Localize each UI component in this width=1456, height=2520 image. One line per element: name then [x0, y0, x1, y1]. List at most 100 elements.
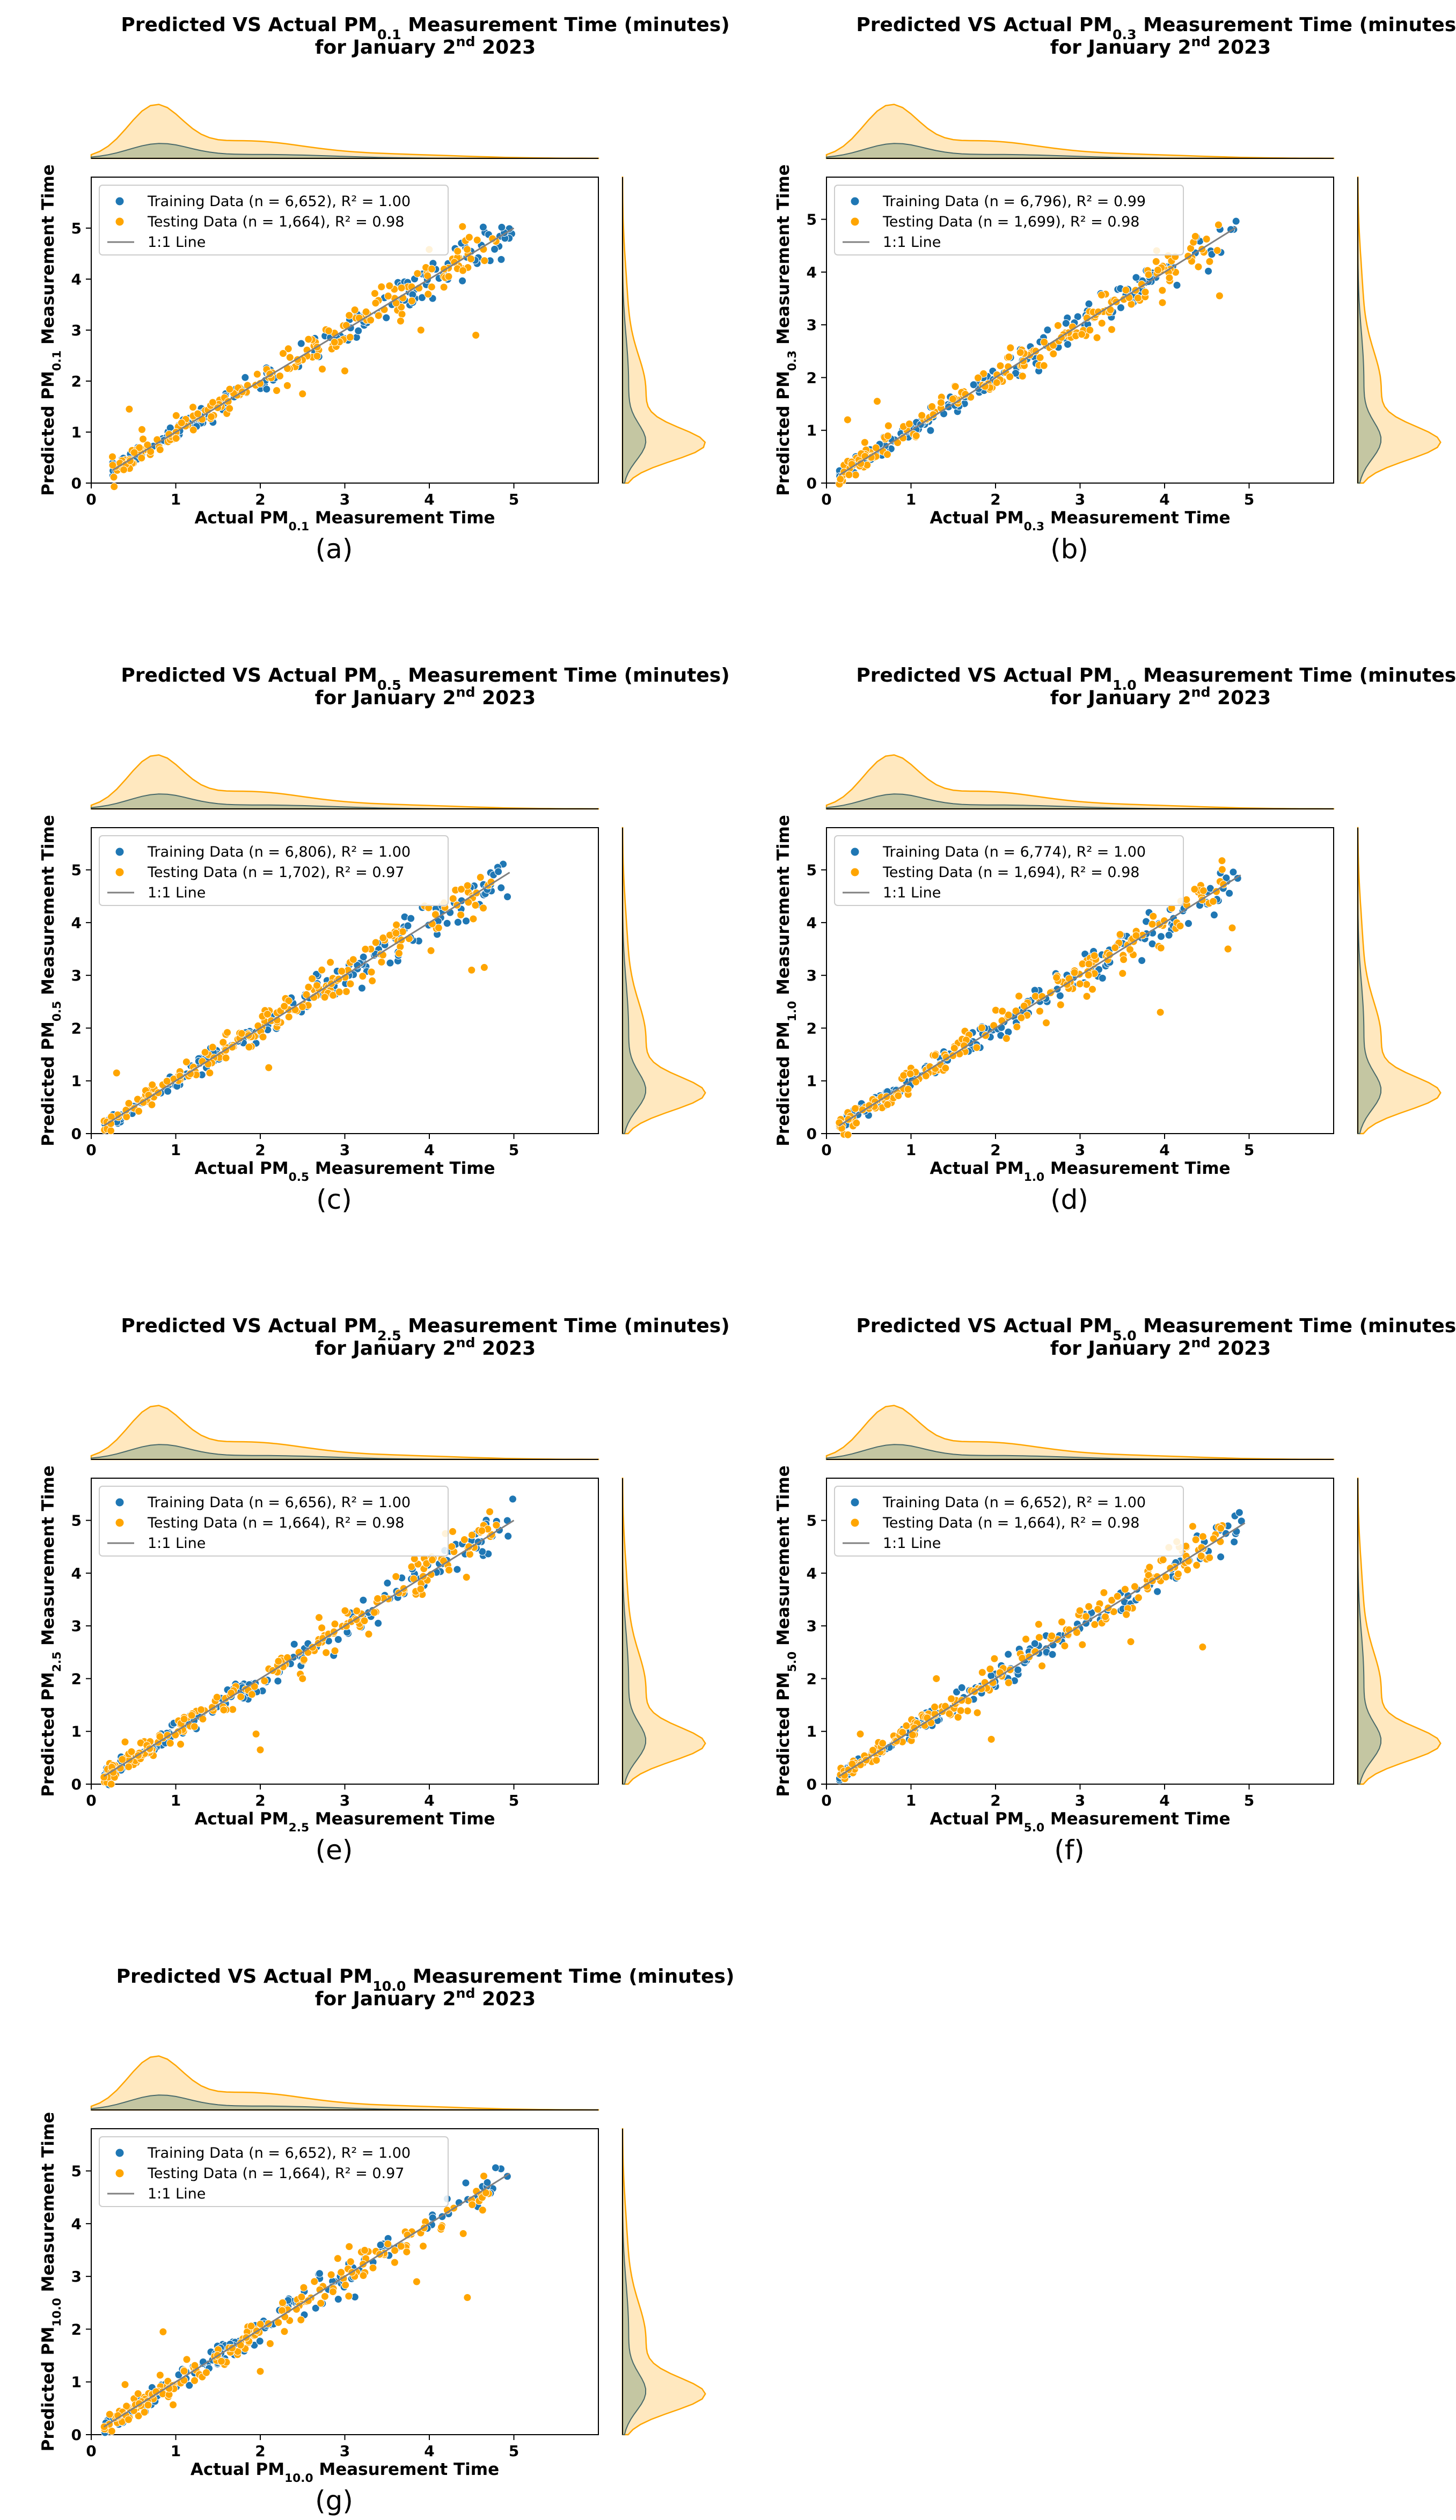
training-point	[478, 1547, 487, 1556]
y-tick-label: 3	[71, 322, 82, 339]
training-point	[357, 984, 366, 992]
testing-point	[996, 361, 1005, 370]
testing-point	[328, 2288, 337, 2296]
kde-right-testing	[621, 1477, 706, 1785]
y-tick-label: 3	[807, 967, 817, 984]
testing-point	[109, 473, 118, 481]
testing-point	[453, 247, 462, 255]
x-tick-label: 1	[906, 491, 916, 508]
testing-point	[1214, 221, 1223, 229]
training-point	[315, 2269, 324, 2278]
y-tick-label: 0	[807, 1125, 817, 1143]
title-text-suffix: 2023	[1210, 1338, 1271, 1360]
testing-point	[329, 991, 338, 999]
testing-point	[883, 432, 892, 440]
y-tick-label: 0	[71, 1125, 82, 1143]
testing-point	[1031, 992, 1040, 1000]
training-point	[376, 2241, 385, 2249]
testing-point	[467, 966, 476, 974]
training-point	[987, 1671, 996, 1680]
ylabel-subscript: 2.5	[50, 1652, 64, 1672]
testing-point	[1198, 1532, 1207, 1541]
chart-title: Predicted VS Actual PM1.0 Measurement Ti…	[856, 664, 1456, 693]
testing-point	[1134, 1594, 1143, 1602]
title-text-suffix: Measurement Time (minutes)	[1137, 14, 1456, 36]
legend-label-line: 1:1 Line	[148, 2186, 206, 2202]
testing-point	[342, 987, 350, 996]
testing-point	[377, 958, 386, 966]
testing-point	[138, 425, 146, 434]
title-superscript: nd	[1191, 684, 1211, 700]
testing-point	[476, 873, 485, 881]
testing-point	[1088, 985, 1097, 994]
xlabel-subscript: 2.5	[289, 1821, 309, 1835]
testing-point	[951, 382, 960, 391]
x-tick-label: 3	[340, 491, 350, 508]
testing-point	[1111, 944, 1120, 952]
chart-title-line2: for January 2nd 2023	[315, 1335, 536, 1360]
testing-point	[245, 1043, 253, 1051]
legend-marker-training	[850, 847, 860, 857]
testing-point	[1015, 992, 1023, 1000]
testing-point	[297, 2293, 306, 2302]
testing-point	[1152, 257, 1160, 266]
x-tick-label: 0	[821, 491, 831, 508]
testing-point	[1126, 945, 1135, 954]
testing-point	[304, 335, 313, 344]
chart-title: Predicted VS Actual PM2.5 Measurement Ti…	[121, 1315, 729, 1343]
training-point	[164, 1087, 172, 1095]
kde-right-testing	[621, 827, 706, 1135]
training-point	[494, 867, 503, 876]
testing-point	[166, 1739, 174, 1748]
chart-panel: Predicted VS Actual PM 5.0 Measurement Ti…	[774, 1315, 1456, 1866]
testing-point	[434, 924, 443, 932]
testing-point	[1122, 286, 1130, 294]
legend-marker-testing	[115, 217, 125, 227]
xlabel-subscript: 0.3	[1024, 520, 1044, 534]
testing-point	[445, 1566, 453, 1574]
y-tick-label: 5	[71, 2163, 82, 2180]
testing-point	[427, 283, 436, 291]
testing-point	[135, 1107, 143, 1115]
one-to-one-line	[838, 227, 1237, 476]
x-tick-label: 0	[86, 491, 96, 508]
testing-point	[1118, 969, 1127, 978]
training-point	[255, 2337, 264, 2346]
y-tick-label: 2	[807, 1670, 817, 1688]
title-superscript: nd	[456, 34, 475, 49]
testing-point	[894, 1091, 903, 1100]
testing-point	[144, 2401, 152, 2409]
chart-title: Predicted VS Actual PM0.3 Measurement Ti…	[856, 14, 1456, 42]
testing-point	[220, 1706, 228, 1714]
training-point	[503, 893, 512, 901]
testing-point	[187, 1711, 196, 1720]
testing-point	[1091, 1620, 1099, 1629]
testing-point	[1156, 1008, 1165, 1017]
ylabel-subscript: 0.3	[786, 350, 799, 371]
testing-point	[182, 1058, 191, 1067]
testing-point	[1192, 1561, 1201, 1569]
testing-point	[1036, 353, 1044, 362]
testing-point	[932, 1674, 941, 1683]
testing-point	[1205, 1553, 1214, 1562]
testing-point	[304, 983, 313, 991]
y-tick-label: 1	[71, 1072, 82, 1090]
title-superscript: nd	[1191, 34, 1211, 49]
testing-point	[346, 2258, 355, 2266]
training-point	[497, 255, 506, 264]
xlabel-text: Actual PM	[930, 1159, 1023, 1178]
testing-point	[208, 1043, 217, 1051]
y-tick-label: 3	[807, 1617, 817, 1635]
testing-point	[275, 372, 284, 381]
testing-point	[1006, 372, 1014, 381]
panel-label: (g)	[315, 2485, 353, 2516]
testing-point	[189, 403, 197, 412]
testing-point	[1191, 232, 1199, 240]
testing-point	[931, 1703, 939, 1711]
testing-point	[947, 1694, 956, 1703]
x-tick-label: 1	[171, 1141, 181, 1159]
testing-point	[1174, 1569, 1182, 1578]
training-point	[1063, 340, 1072, 349]
training-point	[383, 1579, 392, 1587]
testing-point	[1053, 321, 1062, 330]
